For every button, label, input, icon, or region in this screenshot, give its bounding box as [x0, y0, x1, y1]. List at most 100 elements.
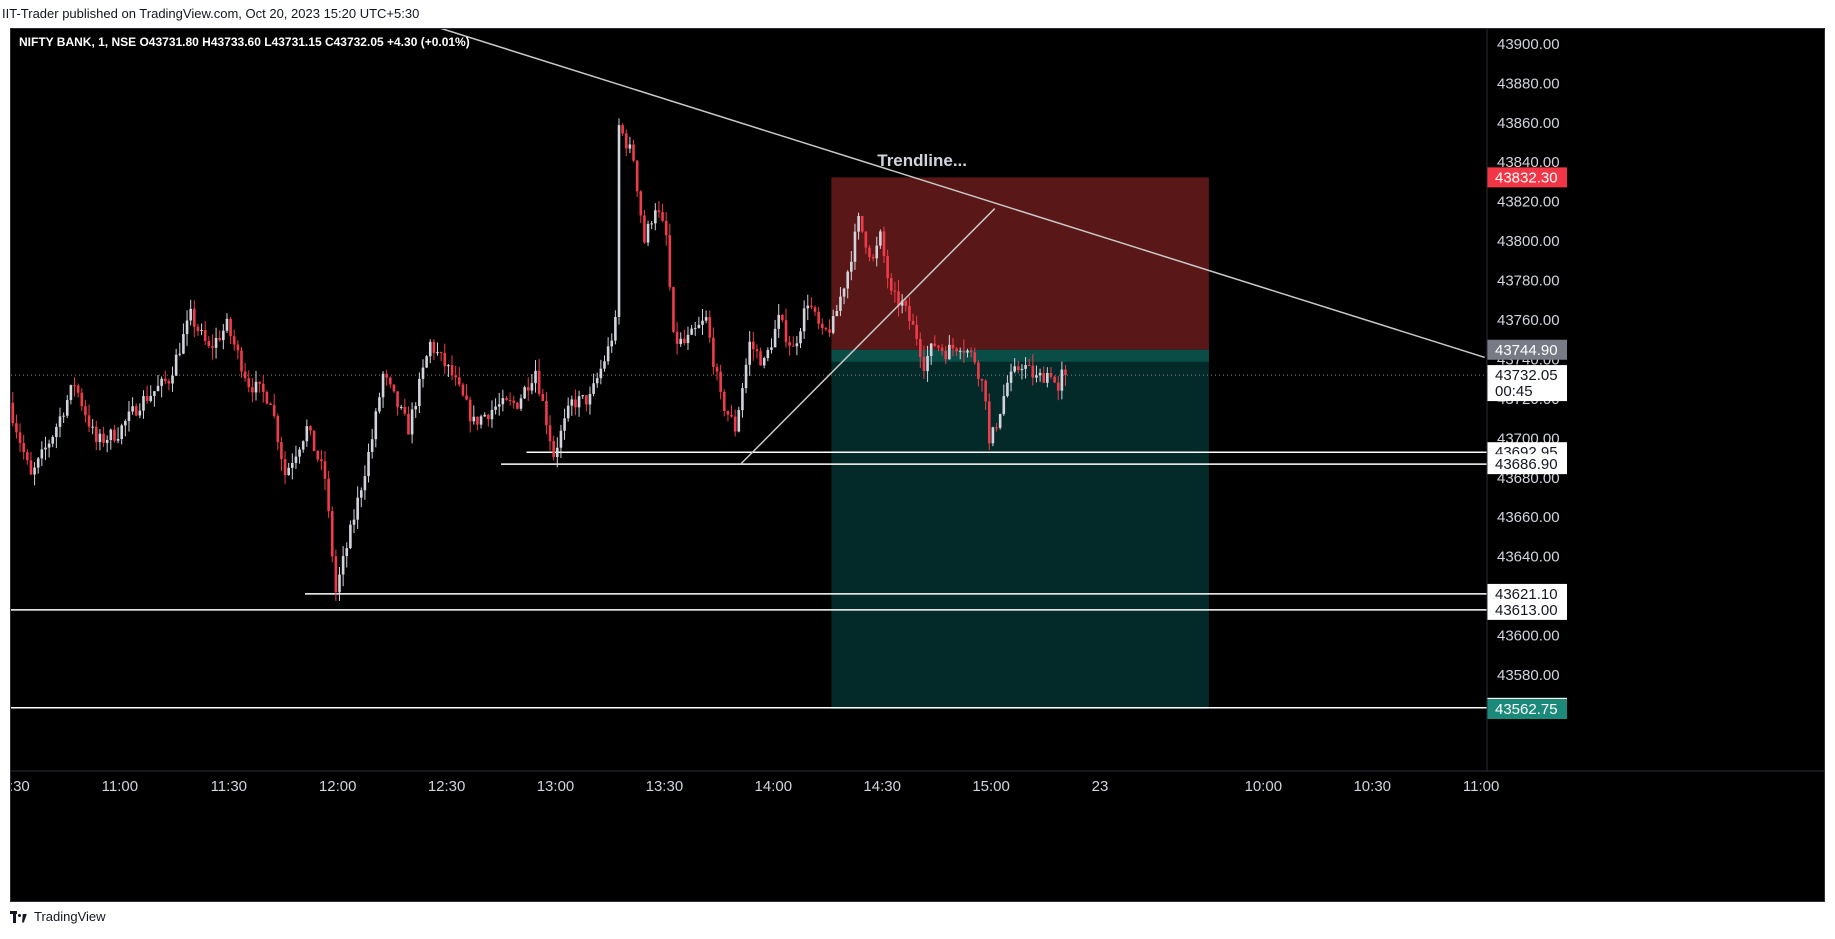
candle: [203, 321, 207, 345]
candle-body: [958, 350, 962, 352]
candle: [407, 406, 410, 435]
candle: [1035, 365, 1038, 383]
candle-body: [643, 215, 646, 243]
candle-body: [614, 317, 617, 341]
candle: [330, 506, 334, 563]
candle-body: [127, 411, 131, 422]
candle-body: [915, 324, 918, 339]
candle: [632, 139, 635, 163]
candle-body: [962, 350, 966, 353]
candle: [490, 400, 494, 428]
candle-body: [897, 291, 900, 306]
candle: [359, 487, 363, 508]
candle: [893, 281, 897, 303]
candle: [548, 415, 552, 451]
candle-body: [672, 287, 675, 332]
tradingview-brand[interactable]: TradingView: [10, 909, 106, 924]
candle-body: [124, 421, 127, 426]
candle-body: [247, 378, 251, 388]
candle-body: [309, 426, 312, 431]
price-label-box: [1487, 167, 1567, 188]
candle-body: [635, 160, 639, 192]
candle-body: [345, 548, 349, 557]
candle: [218, 330, 222, 342]
candle-body: [1009, 371, 1013, 383]
candle: [755, 344, 759, 359]
candle: [922, 345, 926, 379]
candle-body: [487, 414, 490, 420]
candle-body: [280, 442, 283, 460]
candle: [84, 399, 87, 423]
candle: [261, 375, 265, 403]
candle-body: [80, 392, 84, 407]
candle: [672, 286, 675, 334]
x-tick-label: 11:00: [1463, 778, 1499, 795]
candle: [857, 212, 860, 240]
candle: [958, 347, 962, 360]
candle: [73, 377, 76, 397]
candle: [18, 423, 22, 452]
candle: [806, 294, 810, 321]
candle-body: [908, 305, 911, 321]
publish-caption: IIT-Trader published on TradingView.com,…: [2, 6, 420, 21]
candle-body: [857, 215, 860, 232]
candle: [145, 385, 149, 404]
candle-body: [632, 144, 635, 161]
candle-body: [995, 427, 998, 429]
candle: [777, 304, 781, 338]
candle-body: [842, 288, 846, 297]
candle-body: [715, 366, 719, 372]
candle-body: [258, 381, 261, 384]
candle: [403, 398, 407, 416]
candle: [109, 428, 113, 450]
candle: [105, 435, 109, 453]
candle-body: [341, 556, 345, 575]
candle: [839, 286, 842, 317]
candle-body: [1064, 369, 1067, 376]
candle: [243, 362, 247, 382]
candle-body: [389, 377, 392, 385]
candle: [450, 355, 454, 381]
candle: [138, 403, 142, 419]
candle-body: [1060, 369, 1064, 391]
candle-body: [439, 352, 443, 354]
candle: [795, 336, 799, 356]
candle: [879, 229, 882, 249]
candle-body: [817, 311, 820, 324]
candle: [389, 376, 392, 389]
candle: [719, 364, 722, 400]
candle: [722, 389, 726, 417]
candle: [813, 305, 817, 316]
candle-body: [693, 328, 697, 330]
candle-body: [828, 329, 831, 333]
x-tick-label: 14:30: [863, 778, 901, 795]
candle-body: [701, 320, 704, 325]
candle-body: [36, 458, 40, 468]
candlestick-chart[interactable]: Trendline... 43900.00 43880.00 43860.00 4384…: [11, 29, 1824, 901]
candle: [439, 351, 443, 362]
candle: [447, 363, 450, 378]
candle: [11, 391, 15, 427]
candle-body: [523, 387, 526, 399]
candle: [911, 313, 915, 325]
candle: [461, 382, 465, 397]
candle-body: [806, 305, 810, 309]
chart-panel[interactable]: Trendline... 43900.00 43880.00 43860.00 4384…: [10, 28, 1825, 902]
candle-body: [922, 356, 926, 372]
candle-body: [929, 343, 933, 357]
candle-body: [171, 375, 174, 384]
countdown-text: 00:45: [1495, 383, 1533, 400]
candle: [603, 355, 606, 372]
candle: [454, 365, 457, 386]
candle-body: [683, 338, 686, 344]
price-label-text: 43621.10: [1495, 586, 1558, 603]
candle-body: [871, 256, 875, 259]
candle: [370, 428, 374, 459]
candle: [465, 384, 468, 401]
candle-body: [508, 400, 512, 402]
candle-body: [933, 343, 937, 346]
chart-layer: Trendline... 43900.00 43880.00 43860.00 4384…: [11, 29, 1824, 901]
candle: [585, 394, 588, 412]
candle: [167, 378, 171, 391]
candle: [457, 367, 461, 387]
